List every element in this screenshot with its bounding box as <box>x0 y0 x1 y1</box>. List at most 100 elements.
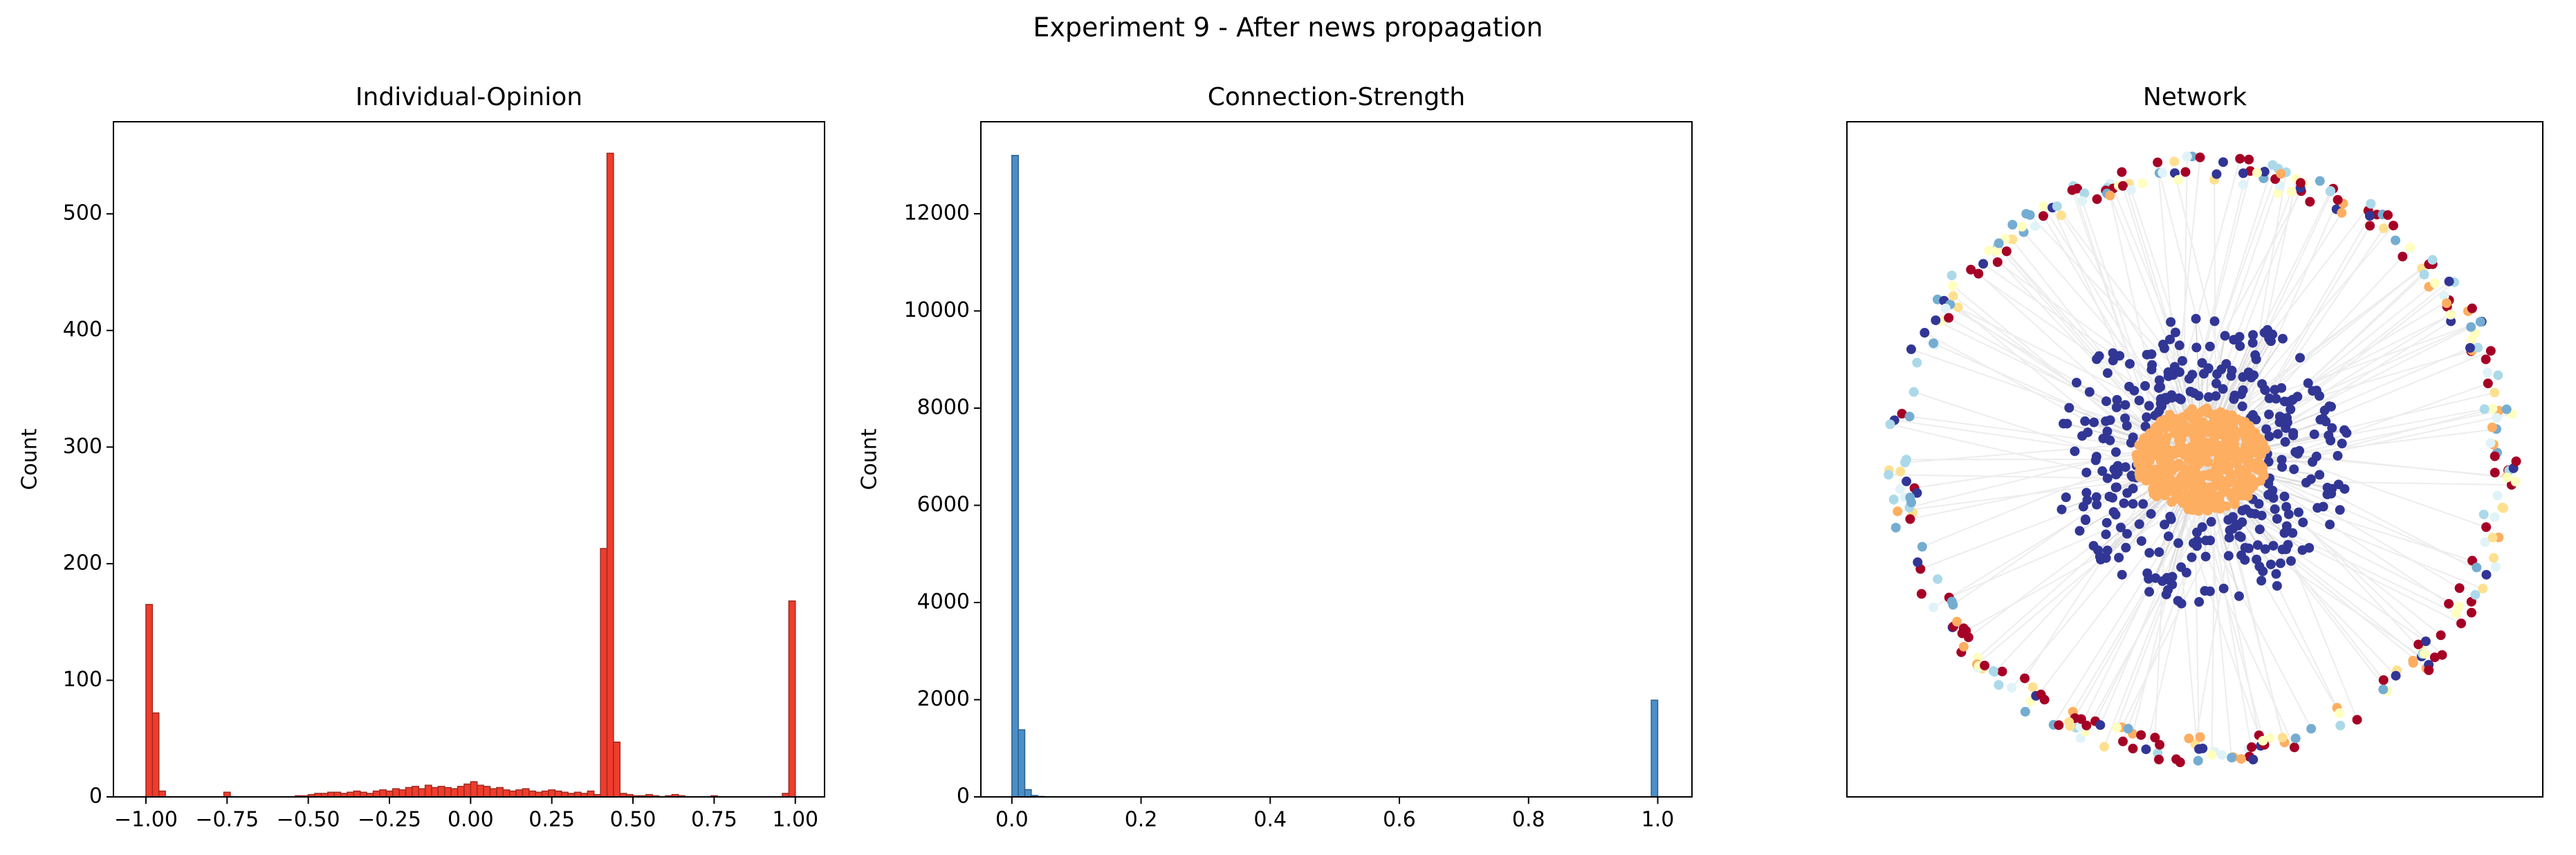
network-node <box>2169 156 2180 167</box>
network-edge <box>2209 483 2262 746</box>
network-edge <box>2043 215 2177 438</box>
network-node <box>2167 571 2178 582</box>
network-node <box>2278 333 2288 344</box>
network-node <box>2082 495 2092 505</box>
network-node <box>2211 169 2222 179</box>
network-node <box>2337 208 2347 218</box>
network-node <box>2088 541 2099 551</box>
network-node <box>2108 348 2118 358</box>
network-node <box>2223 551 2234 561</box>
network-node <box>2153 754 2164 764</box>
network-node <box>2335 708 2345 718</box>
network-node <box>1991 246 2002 256</box>
network-node <box>2278 413 2288 423</box>
network-node <box>2327 423 2337 433</box>
network-node <box>2164 445 2174 455</box>
network-node <box>2081 468 2092 478</box>
network-node <box>2281 502 2292 512</box>
network-node <box>2308 386 2318 396</box>
network-node <box>1992 257 2003 267</box>
network-node <box>2194 597 2205 607</box>
network-node <box>2272 580 2282 591</box>
bar <box>522 788 530 798</box>
network-node <box>2206 517 2216 527</box>
y-tick-label: 6000 <box>917 493 970 517</box>
network-node <box>2089 417 2099 428</box>
network-node <box>2198 417 2208 428</box>
network-node <box>2502 472 2512 483</box>
network-node <box>2211 391 2221 401</box>
network-edge <box>2071 190 2169 472</box>
network-node <box>2333 450 2343 461</box>
network-node <box>2199 493 2209 504</box>
network-node <box>2247 338 2258 348</box>
network-node <box>1895 484 1905 495</box>
network-node <box>2027 682 2038 692</box>
network-node <box>1997 666 2007 677</box>
network-node <box>1913 557 1923 567</box>
network-node <box>2120 400 2131 410</box>
bar <box>385 790 394 798</box>
network-node <box>2017 221 2027 232</box>
network-node <box>2198 405 2209 416</box>
panel-title: Connection-Strength <box>1208 83 1465 111</box>
network-node <box>2091 452 2101 462</box>
network-node <box>2487 422 2497 432</box>
bar <box>347 791 355 798</box>
network-node <box>2238 385 2248 395</box>
network-node <box>2490 387 2500 398</box>
x-tick-label: 0.0 <box>995 808 1029 832</box>
network-node <box>2200 535 2211 546</box>
network-node <box>2490 468 2500 478</box>
network-node <box>2315 470 2325 480</box>
y-tick-label: 500 <box>63 201 102 226</box>
network-node <box>2283 509 2294 520</box>
network-node <box>2126 185 2136 195</box>
network-node <box>2192 527 2202 537</box>
network-node <box>2114 553 2124 563</box>
network-node <box>2237 416 2247 427</box>
network-node <box>2378 675 2389 686</box>
network-node <box>2174 367 2184 377</box>
network-node <box>2420 636 2431 647</box>
network-node <box>2277 733 2288 743</box>
network-node <box>2212 430 2223 440</box>
network-node <box>2429 652 2440 663</box>
bar <box>327 791 335 798</box>
y-axis-label: Count <box>18 428 42 490</box>
network-node <box>2163 367 2173 377</box>
network-node <box>2315 176 2325 186</box>
network-node <box>2077 196 2088 206</box>
network-node <box>2236 550 2247 560</box>
network-node <box>2295 178 2306 188</box>
network-node <box>2364 211 2375 221</box>
network-node <box>2095 720 2106 730</box>
network-node <box>2467 303 2477 313</box>
network-node <box>2067 185 2077 195</box>
x-tick-label: −0.50 <box>277 808 340 832</box>
network-node <box>2247 441 2257 452</box>
network-node <box>2191 342 2202 353</box>
network-node <box>2339 425 2350 435</box>
network-node <box>2442 298 2452 309</box>
network-node <box>1897 409 1907 419</box>
network-node <box>2318 502 2328 512</box>
network-node <box>2298 517 2308 528</box>
network-node <box>2378 223 2389 234</box>
network-node <box>1904 412 1915 422</box>
network-node <box>2244 154 2254 165</box>
network-node <box>2052 201 2062 212</box>
network-node <box>1916 589 1926 599</box>
network-node <box>2294 507 2304 517</box>
histogram-panel: 0.0 0.2 0.4 0.6 0.8 1.0 0 2000 4000 6000 8000 10000… <box>858 83 1693 832</box>
network-node <box>2243 459 2253 469</box>
network-node <box>2478 509 2489 520</box>
y-axis-label: Count <box>858 428 882 490</box>
network-node <box>2160 393 2170 403</box>
bar <box>613 742 621 798</box>
bar <box>379 789 387 798</box>
network-node <box>2118 736 2128 746</box>
network-node <box>2488 553 2499 563</box>
bar <box>515 789 524 798</box>
network-node <box>2173 175 2183 185</box>
